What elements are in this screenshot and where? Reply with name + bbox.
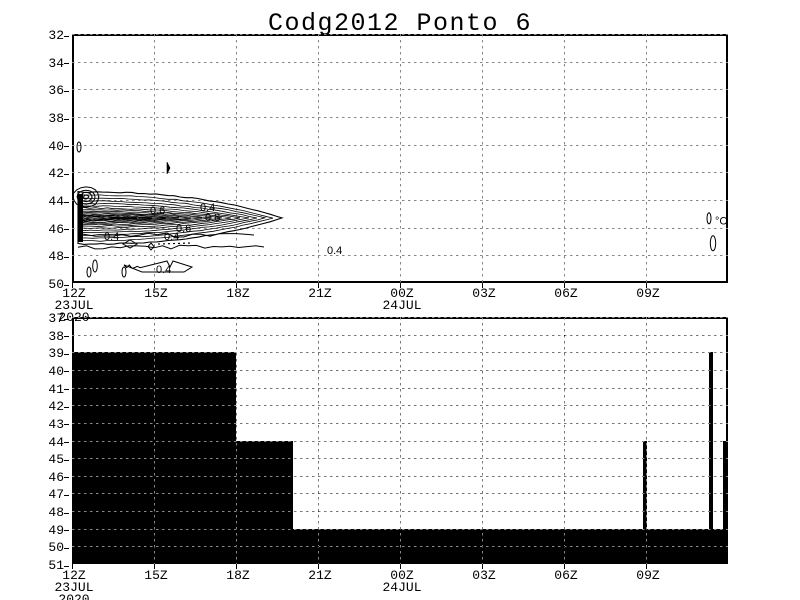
svg-text:0.8: 0.8: [205, 212, 220, 224]
svg-text:0.4: 0.4: [327, 245, 342, 257]
svg-text:0.6: 0.6: [150, 205, 165, 217]
svg-text:0.4: 0.4: [156, 264, 171, 276]
svg-text:0.4: 0.4: [104, 231, 119, 243]
svg-text:0.4: 0.4: [164, 231, 179, 243]
svg-text:°C: °C: [715, 216, 727, 228]
